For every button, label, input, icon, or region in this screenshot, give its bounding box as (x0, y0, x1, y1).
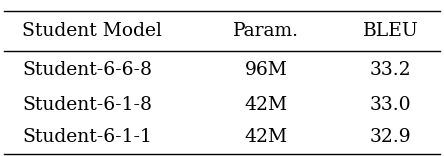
Text: BLEU: BLEU (363, 22, 419, 40)
Text: Student-6-6-8: Student-6-6-8 (22, 61, 152, 79)
Text: 32.9: 32.9 (370, 128, 412, 146)
Text: Student-6-1-8: Student-6-1-8 (22, 95, 152, 114)
Text: 42M: 42M (245, 95, 288, 114)
Text: 96M: 96M (245, 61, 288, 79)
Text: Param.: Param. (234, 22, 299, 40)
Text: 33.2: 33.2 (370, 61, 412, 79)
Text: Student-6-1-1: Student-6-1-1 (22, 128, 152, 146)
Text: 42M: 42M (245, 128, 288, 146)
Text: Student Model: Student Model (22, 22, 162, 40)
Text: 33.0: 33.0 (370, 95, 412, 114)
